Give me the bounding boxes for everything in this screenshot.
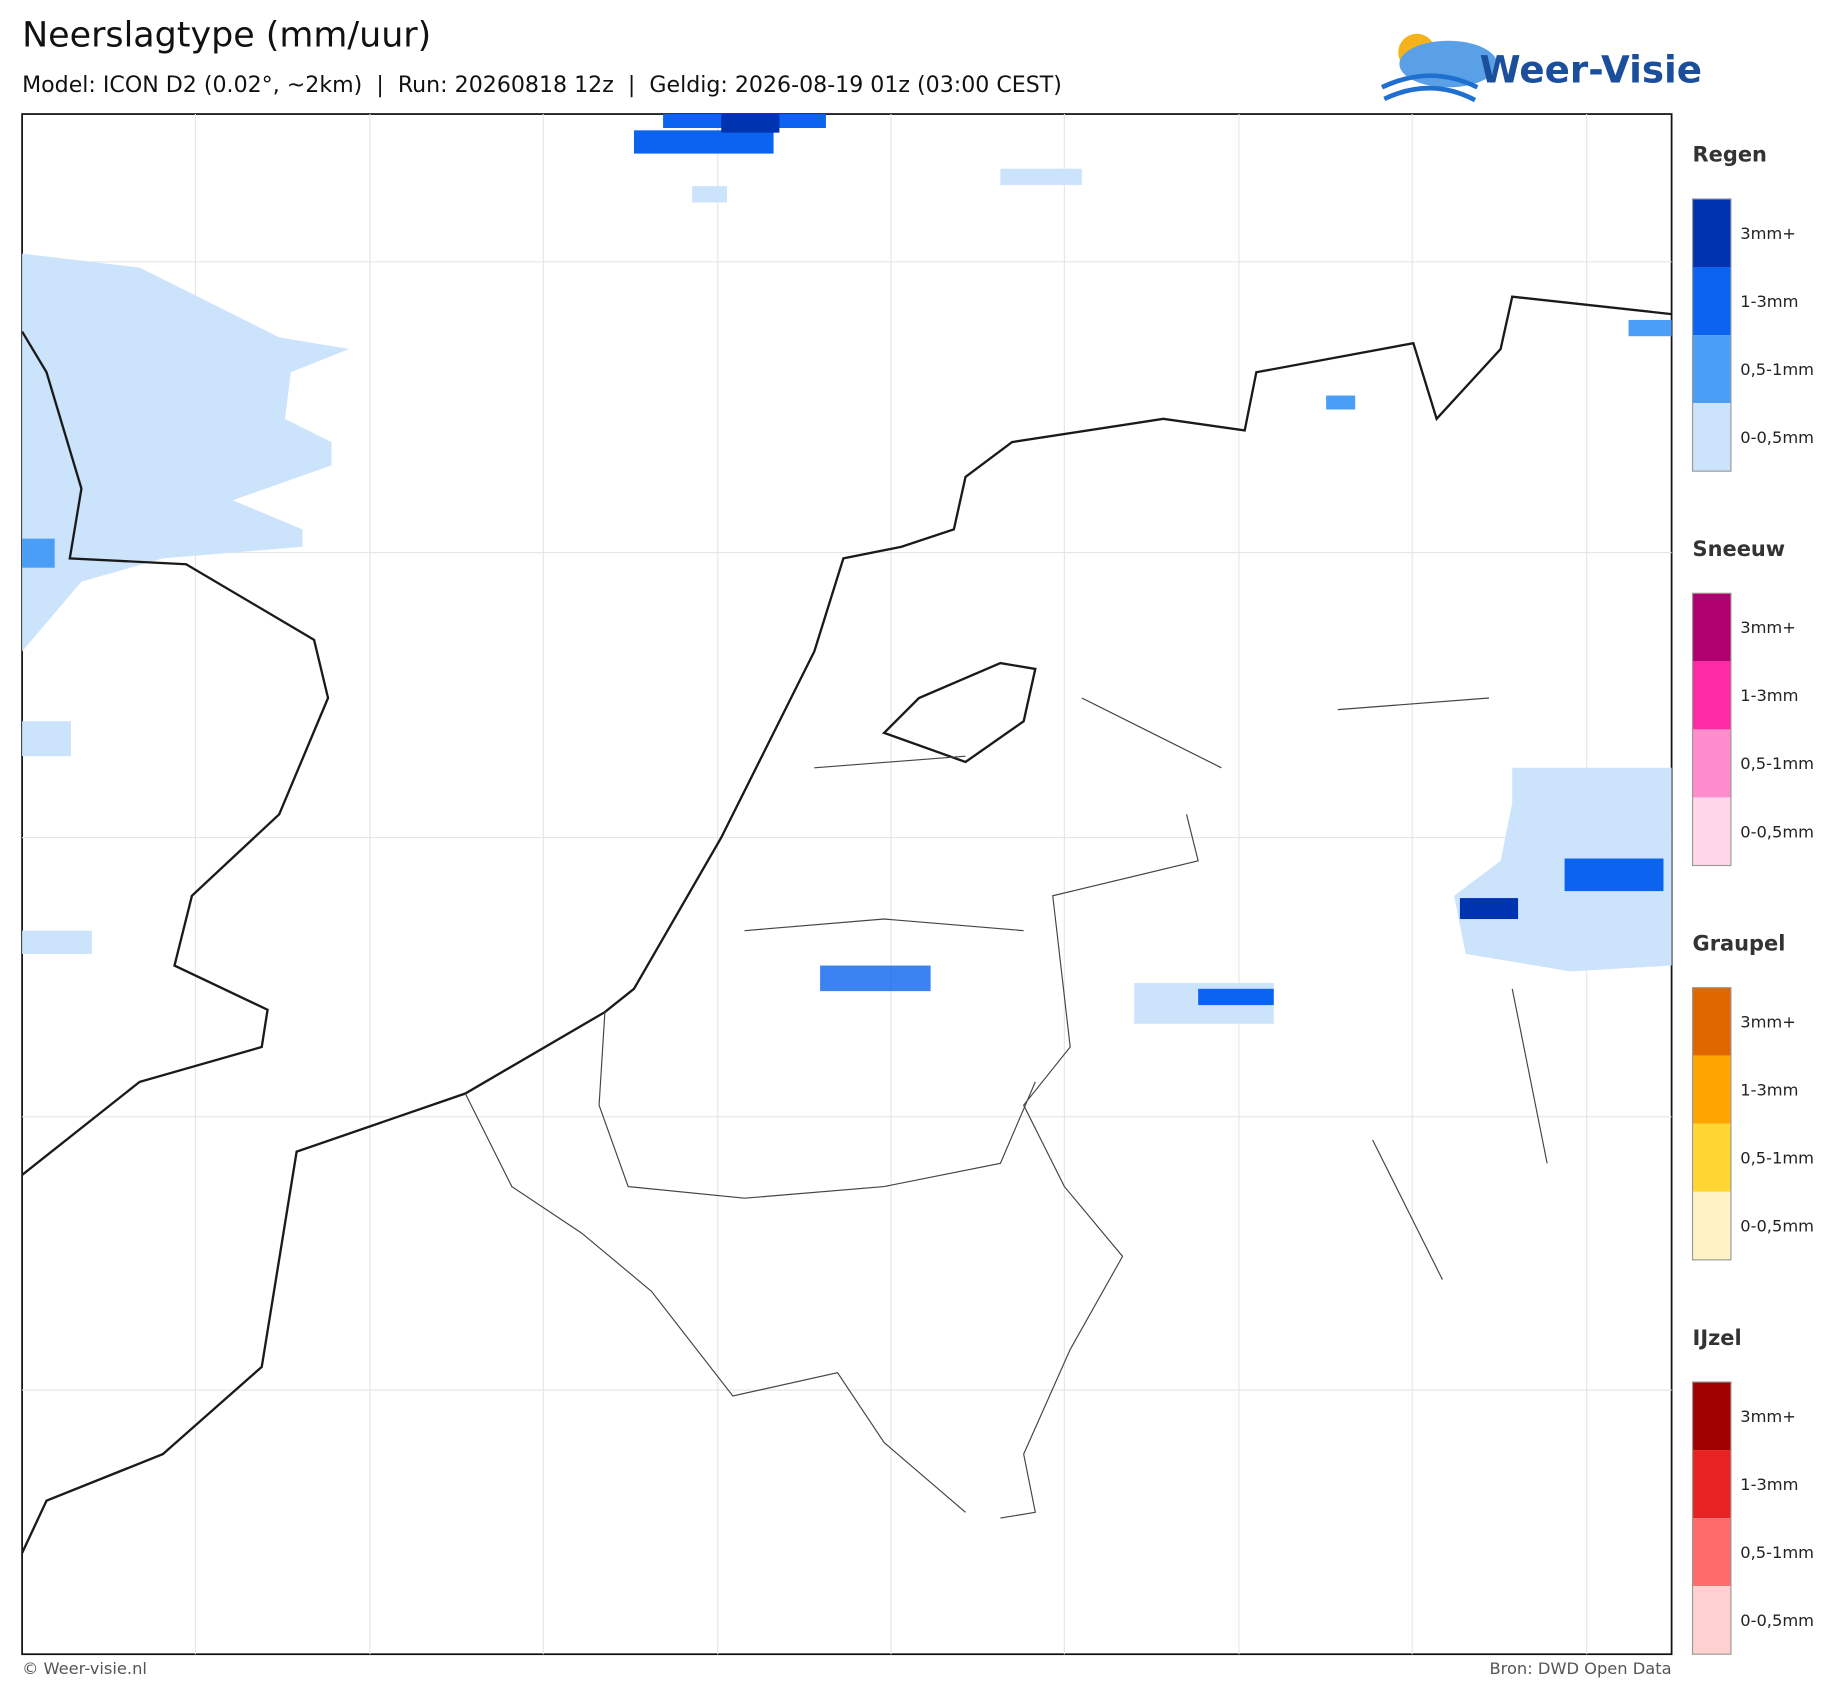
legend-swatch: [1692, 198, 1731, 268]
legend-label: 0-0,5mm: [1740, 1217, 1814, 1236]
legend-swatch: [1692, 335, 1731, 404]
logo: Weer-Visie: [1380, 33, 1702, 103]
legend-title: Sneeuw: [1693, 537, 1786, 561]
legend-swatch: [1692, 1450, 1731, 1519]
legend-label: 0,5-1mm: [1740, 754, 1814, 773]
legend-title: Graupel: [1693, 931, 1786, 955]
legend-swatch: [1692, 987, 1731, 1056]
legend-label: 1-3mm: [1740, 1081, 1798, 1100]
legend-label: 1-3mm: [1740, 686, 1798, 705]
logo-text: Weer-Visie: [1480, 48, 1702, 92]
legend-label: 0,5-1mm: [1740, 1543, 1814, 1562]
legend-label: 1-3mm: [1740, 1475, 1798, 1494]
precipitation: [22, 114, 1672, 1024]
legend-title: IJzel: [1693, 1326, 1742, 1350]
coastlines: [21, 295, 1672, 1554]
borders: [464, 697, 1548, 1519]
legend-frame: [1691, 987, 1732, 1261]
legend-frame: [1691, 592, 1732, 867]
copyright: © Weer-visie.nl: [22, 1659, 147, 1678]
legend-label: 0-0,5mm: [1740, 428, 1814, 447]
legend: Regen 3mm+ 1-3mm 0,5-1mm 0-0,5mm Sneeuw 3mm+ 1-…: [1691, 143, 1814, 1655]
legend-swatch: [1692, 1382, 1731, 1451]
legend-swatch: [1692, 593, 1731, 662]
legend-label: 3mm+: [1740, 1012, 1796, 1031]
title: Neerslagtype (mm/uur): [22, 16, 431, 56]
subtitle: Model: ICON D2 (0.02°, ~2km) | Run: 2026…: [22, 72, 1062, 98]
legend-label: 3mm+: [1740, 618, 1796, 637]
legend-swatch: [1692, 1055, 1731, 1124]
legend-swatch: [1692, 403, 1731, 472]
map: [21, 113, 1673, 1656]
legend-swatch: [1692, 729, 1731, 798]
legend-label: 0-0,5mm: [1740, 822, 1814, 841]
legend-swatch: [1692, 1191, 1731, 1260]
legend-swatch: [1692, 1123, 1731, 1192]
legend-swatch: [1692, 1518, 1731, 1587]
legend-frame: [1691, 198, 1732, 472]
graticule: [22, 114, 1672, 1655]
legend-title: Regen: [1693, 143, 1767, 167]
legend-swatch: [1692, 267, 1731, 336]
legend-label: 3mm+: [1740, 224, 1796, 243]
legend-label: 0-0,5mm: [1740, 1611, 1814, 1630]
legend-label: 0,5-1mm: [1740, 1149, 1814, 1168]
legend-label: 3mm+: [1740, 1407, 1796, 1426]
legend-swatch: [1692, 661, 1731, 730]
legend-frame: [1691, 1381, 1732, 1655]
legend-label: 1-3mm: [1740, 292, 1798, 311]
legend-swatch: [1692, 1586, 1731, 1655]
source: Bron: DWD Open Data: [1489, 1659, 1671, 1678]
legend-swatch: [1692, 797, 1731, 866]
legend-label: 0,5-1mm: [1740, 360, 1814, 379]
